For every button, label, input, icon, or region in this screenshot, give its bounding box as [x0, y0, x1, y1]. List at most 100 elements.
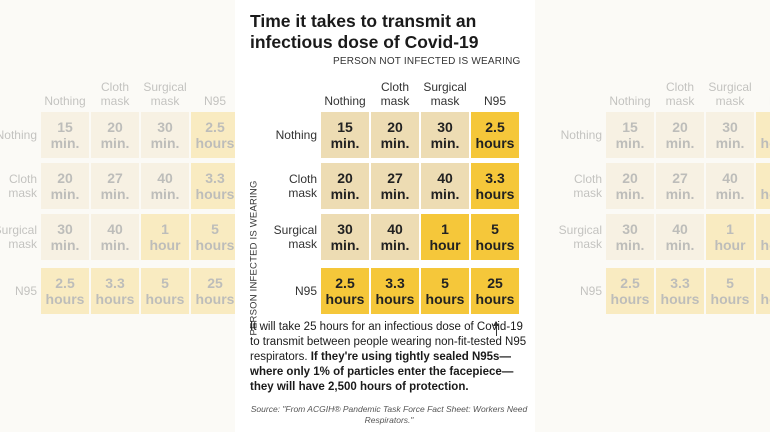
cell-unit: min.: [665, 186, 695, 202]
cell-value: 40: [437, 170, 453, 186]
column-header-line2: mask: [715, 94, 745, 108]
cell-value: 5: [441, 275, 449, 291]
cell-value: 1: [441, 221, 449, 237]
cell-unit: hours: [475, 135, 515, 151]
cell-unit: hours: [425, 291, 465, 307]
cell-value: 40: [672, 221, 688, 237]
ghost-row-header: Nothing: [0, 112, 37, 158]
ghost-table-cell: 27 min.: [91, 163, 139, 209]
cell-unit: min.: [715, 186, 745, 202]
table-cell: 27 min.: [371, 163, 419, 209]
cell-unit: hour: [714, 237, 746, 253]
row-header: N95: [259, 268, 317, 314]
cell-value: 27: [387, 170, 403, 186]
table-cell: 20 min.: [321, 163, 369, 209]
cell-unit: min.: [430, 186, 460, 202]
chart-title: Time it takes to transmit an infectious …: [250, 11, 479, 52]
ghost-row-header: Cloth mask: [544, 163, 602, 209]
cell-unit: min.: [615, 237, 645, 253]
row-header-line2: mask: [573, 186, 602, 200]
cell-value: 3.3: [385, 275, 405, 291]
table-cell: 3.3 hours: [471, 163, 519, 209]
cell-value: 30: [437, 119, 453, 135]
cell-value: 30: [57, 221, 73, 237]
column-header-line1: Nothing: [324, 94, 366, 108]
cell-unit: min.: [150, 135, 180, 151]
note-pointer-arrow: [493, 321, 499, 336]
cell-value: 2.5: [335, 275, 355, 291]
cell-unit: min.: [100, 186, 130, 202]
cell-value: 5: [211, 221, 219, 237]
ghost-table-cell: 40 min.: [141, 163, 189, 209]
cell-unit: min.: [380, 135, 410, 151]
cell-value: 5: [726, 275, 734, 291]
cell-value: 3.3: [485, 170, 505, 186]
table-cell: 2.5 hours: [321, 268, 369, 314]
cell-value: 30: [337, 221, 353, 237]
cell-unit: hours: [760, 237, 770, 253]
row-header-line1: Nothing: [560, 128, 602, 142]
table-cell: 5 hours: [421, 268, 469, 314]
column-header-line1: Surgical: [708, 80, 752, 94]
cell-value: 20: [672, 119, 688, 135]
cell-unit: hour: [429, 237, 461, 253]
chart-panel: Time it takes to transmit an infectious …: [235, 0, 535, 432]
row-header-line1: N95: [294, 284, 317, 298]
ghost-table-cell: 20 min.: [41, 163, 89, 209]
cell-value: 27: [107, 170, 123, 186]
table-cell: 30 min.: [421, 112, 469, 158]
cell-value: 20: [107, 119, 123, 135]
column-header: N95: [471, 76, 519, 108]
table-cell: 3.3 hours: [371, 268, 419, 314]
ghost-table-cell: 20 min.: [656, 112, 704, 158]
blurred-background-right: NothingClothmaskSurgicalmaskN95NothingCl…: [535, 0, 770, 432]
cell-value: 3.3: [205, 170, 225, 186]
cell-unit: hours: [95, 291, 135, 307]
ghost-table-cell: 30 min.: [606, 214, 654, 260]
cell-unit: hours: [760, 186, 770, 202]
ghost-row-header: N95: [0, 268, 37, 314]
cell-unit: min.: [150, 186, 180, 202]
row-header-line2: mask: [288, 237, 317, 251]
cell-value: 3.3: [670, 275, 690, 291]
row-header-line1: Cloth: [288, 172, 317, 186]
cell-unit: hours: [710, 291, 750, 307]
cell-value: 2.5: [55, 275, 75, 291]
ghost-table-cell: 30 min.: [41, 214, 89, 260]
cell-unit: min.: [100, 237, 130, 253]
cell-value: 1: [726, 221, 734, 237]
table-cell: 15 min.: [321, 112, 369, 158]
cell-value: 20: [622, 170, 638, 186]
cell-unit: min.: [50, 186, 80, 202]
cell-unit: hours: [375, 291, 415, 307]
column-header-line1: Nothing: [44, 94, 86, 108]
cell-unit: min.: [380, 186, 410, 202]
cell-unit: min.: [100, 135, 130, 151]
row-group-label: PERSON INFECTED IS WEARING: [248, 180, 260, 336]
cell-value: 40: [722, 170, 738, 186]
cell-value: 1: [161, 221, 169, 237]
cell-value: 20: [337, 170, 353, 186]
cell-unit: min.: [615, 186, 645, 202]
ghost-table-cell: 27 min.: [656, 163, 704, 209]
column-header-line1: Surgical: [423, 80, 467, 94]
cell-value: 15: [337, 119, 353, 135]
column-header-line1: N95: [203, 94, 226, 108]
row-header: Surgical mask: [259, 214, 317, 260]
table-cell: 25 hours: [471, 268, 519, 314]
ghost-column-header: Cloth mask: [656, 76, 704, 108]
cell-unit: min.: [615, 135, 645, 151]
cell-value: 2.5: [205, 119, 225, 135]
ghost-table-cell: 30 min.: [706, 112, 754, 158]
ghost-column-header: Cloth mask: [91, 76, 139, 108]
column-header: Surgical mask: [421, 76, 469, 108]
row-header-line1: N95: [14, 284, 37, 298]
row-header-line2: mask: [288, 186, 317, 200]
cell-unit: hours: [610, 291, 650, 307]
cell-unit: hours: [475, 291, 515, 307]
